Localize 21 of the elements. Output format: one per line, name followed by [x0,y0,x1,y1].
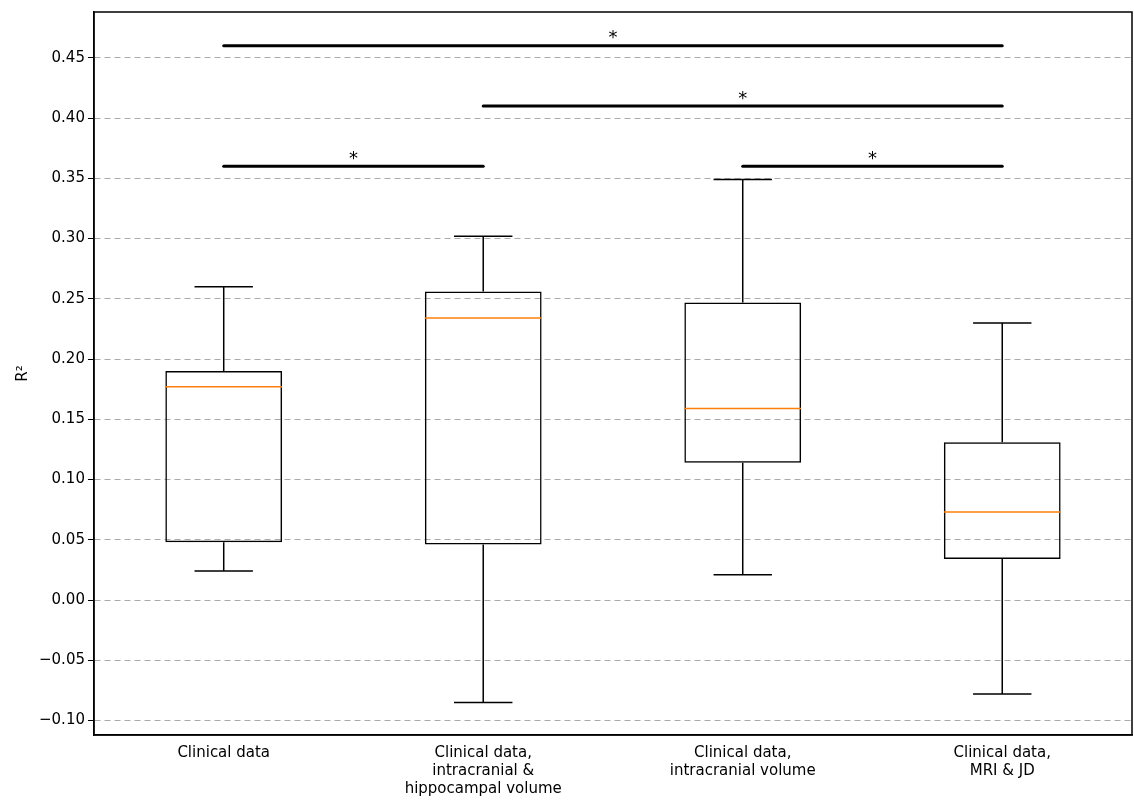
y-tick-label: −0.05 [39,650,85,669]
y-tick-label: 0.45 [51,47,85,66]
y-tick-label: 0.15 [51,409,85,428]
y-axis-title: R² [12,365,31,382]
y-tick-label: 0.25 [51,288,85,307]
y-tick-label: −0.10 [39,710,85,729]
y-tick-label: 0.00 [51,589,85,608]
y-tick-label: 0.20 [51,348,85,367]
y-tick-label: 0.10 [51,469,85,488]
y-tick-label: 0.40 [51,107,85,126]
annotation: * [348,146,358,168]
annotation: * [608,26,618,48]
x-tick-label: Clinical data, MRI & JD [953,742,1051,779]
y-tick-label: 0.35 [51,168,85,187]
annotation: * [738,86,748,108]
x-tick-label: Clinical data [177,742,271,761]
annotation: * [867,146,877,168]
x-tick-label: Clinical data, intracranial & hippocampal volume [404,742,562,797]
y-tick-label: 0.30 [51,228,85,247]
y-tick-label: 0.05 [51,529,85,548]
x-tick-label: Clinical data, intracranial volume [669,742,816,779]
